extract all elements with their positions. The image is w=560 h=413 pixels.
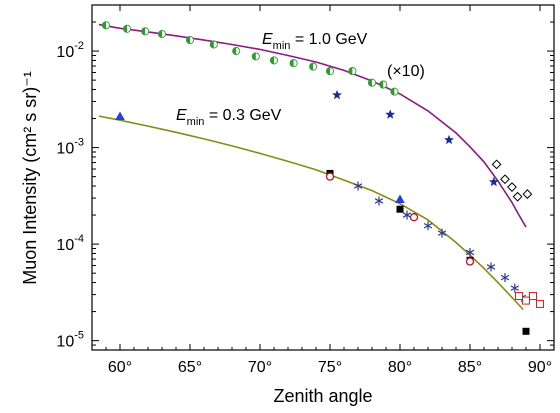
annotation-emin-high: Emin = 1.0 GeV [262,31,368,52]
x-axis-label: Zenith angle [273,386,372,406]
point-asterisk [374,196,384,206]
point-star [332,89,342,100]
x-tick-label: 85° [458,359,482,376]
point-open-square [529,292,537,301]
point-half-circle [209,40,218,49]
point-half-circle [269,56,279,65]
point-filled-square [522,327,530,335]
point-half-circle [141,27,150,36]
point-open-diamond [507,182,517,192]
point-open-diamond [500,174,510,185]
y-axis-label: Muon Intensity (cm² s sr)⁻¹ [20,71,40,285]
x-tick-label: 90° [528,359,552,376]
annotation-emin-high-rest: = 1.0 GeV [290,31,367,48]
point-half-circle [348,67,357,76]
x-tick-label: 80° [388,359,412,376]
y-tick-base: 10 [56,334,74,351]
point-asterisk [437,228,447,238]
point-star [488,176,499,187]
x-tick-label: 60° [108,359,132,376]
point-half-circle [325,67,335,76]
y-tick-label: 10-2 [56,40,84,61]
point-filled-triangle [115,111,125,120]
plot-frame [91,4,555,351]
point-open-square [536,299,544,308]
point-open-square [515,292,523,301]
fit-curve-1 [98,23,527,228]
point-half-circle [185,36,195,45]
point-asterisk [353,181,363,191]
annotation-emin-low-rest: = 0.3 GeV [204,107,281,124]
y-tick-base: 10 [56,141,74,158]
point-asterisk [423,221,433,231]
y-tick-base: 10 [56,237,74,254]
y-tick-label: 10-5 [56,330,84,351]
y-tick-base: 10 [56,44,74,61]
y-tick-exponent: -2 [74,40,84,52]
annotation-emin-high-sub: min [273,40,291,52]
annotation-emin-low-sub: min [187,116,205,128]
y-tick-exponent: -4 [74,233,84,245]
x-tick-label: 75° [318,359,342,376]
y-tick-label: 10-4 [56,233,84,254]
annotation-emin-low: Emin = 0.3 GeV [176,107,282,128]
axis-ticks: 60° 65° 70° 75° 80° 85° 90°10-210-310-410-5 [56,4,555,376]
point-asterisk [402,210,412,220]
point-open-circle [325,172,335,181]
point-half-circle [157,30,167,39]
point-filled-triangle [395,194,405,203]
point-open-diamond [491,159,502,170]
point-open-circle [465,257,475,266]
point-star [385,109,396,119]
point-open-diamond [512,191,523,202]
x-tick-label: 65° [178,359,202,376]
annotation-emin-high-symbol: E [262,31,273,48]
point-half-circle [122,24,132,33]
fit-curves [98,23,527,311]
point-asterisk [500,273,510,283]
point-open-circle [409,213,419,222]
point-asterisk [465,247,475,257]
annotation-scale-note: (×10) [387,63,425,80]
point-filled-square [396,205,404,213]
point-asterisk [486,262,496,272]
point-half-circle [251,52,260,61]
point-half-circle [379,80,388,89]
point-asterisk [510,283,519,293]
annotation-emin-low-symbol: E [176,107,187,124]
point-open-square [522,296,530,305]
point-half-circle [309,62,318,71]
data-points [101,21,544,335]
point-star [444,134,454,145]
point-half-circle [367,78,377,87]
fit-curve-2 [98,115,524,311]
point-half-circle [101,21,111,30]
y-tick-label: 10-3 [56,137,84,158]
point-open-diamond [522,189,533,199]
x-tick-label: 70° [248,359,272,376]
point-half-circle [232,47,241,56]
point-half-circle [390,87,399,96]
y-tick-exponent: -5 [74,330,84,342]
y-tick-exponent: -3 [74,137,84,149]
point-half-circle [289,59,298,68]
